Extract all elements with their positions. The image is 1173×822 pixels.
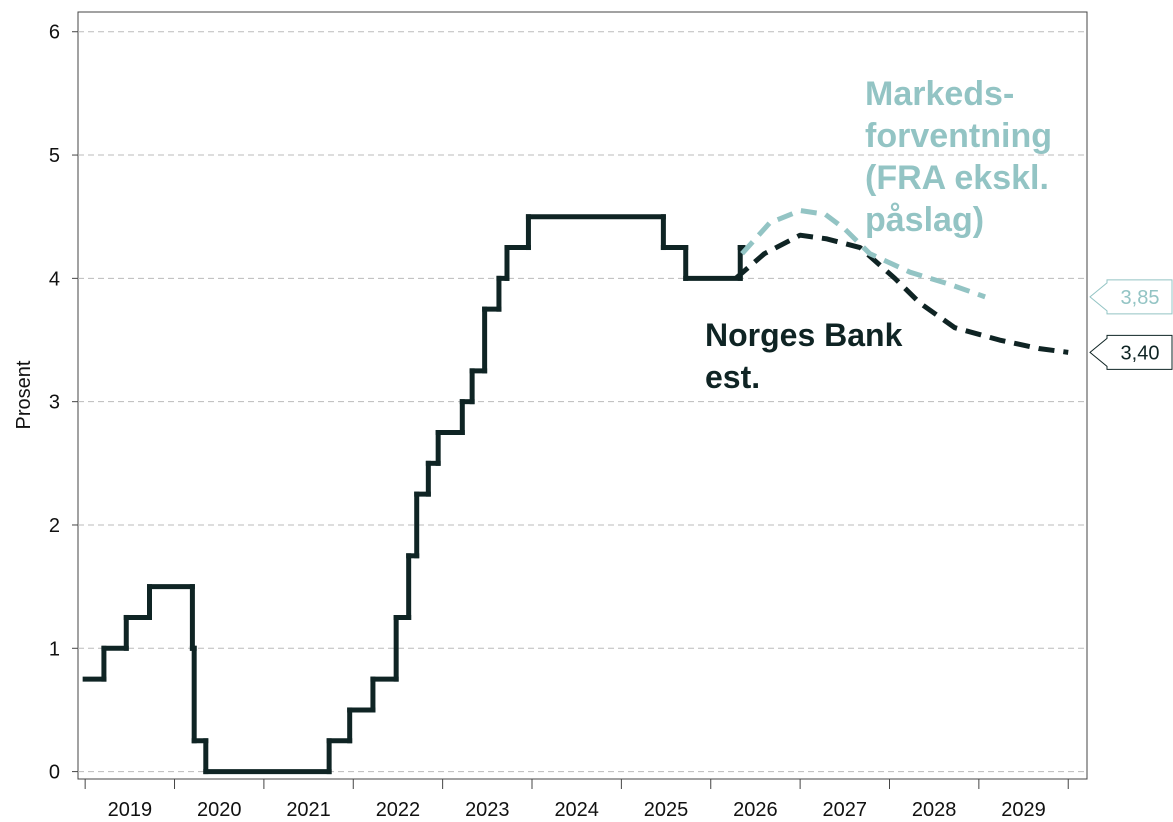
y-tick-label: 5	[49, 145, 60, 167]
y-tick-label: 4	[49, 268, 60, 290]
end-label: 3,40	[1121, 342, 1160, 364]
x-tick-label: 2025	[644, 799, 689, 821]
y-axis-label: Prosent	[13, 360, 35, 429]
x-tick-label: 2019	[108, 799, 153, 821]
y-tick-label: 3	[49, 392, 60, 414]
x-tick-label: 2027	[823, 799, 868, 821]
annotation: påslag)	[865, 201, 984, 239]
annotation: est.	[705, 359, 760, 395]
y-tick-label: 6	[49, 22, 60, 44]
y-tick-label: 0	[49, 762, 60, 784]
x-tick-label: 2028	[912, 799, 957, 821]
x-tick-label: 2029	[1001, 799, 1046, 821]
annotation: Norges Bank	[705, 317, 903, 353]
y-tick-label: 1	[49, 638, 60, 660]
forecast-line	[734, 232, 1069, 355]
end-label-box	[1089, 334, 1173, 370]
annotation: forventning	[865, 117, 1052, 155]
x-tick-label: 2023	[465, 799, 510, 821]
x-tick-label: 2026	[733, 799, 778, 821]
annotation: (FRA ekskl.	[865, 159, 1049, 197]
x-tick-label: 2020	[197, 799, 242, 821]
y-tick-label: 2	[49, 515, 60, 537]
x-tick-label: 2022	[376, 799, 421, 821]
end-label-box	[1089, 279, 1173, 315]
annotation: Markeds-	[865, 75, 1014, 113]
forecast-line	[740, 208, 986, 300]
x-tick-label: 2024	[554, 799, 599, 821]
x-tick-label: 2021	[286, 799, 331, 821]
end-label: 3,85	[1121, 287, 1160, 309]
plot-frame	[77, 11, 1088, 780]
